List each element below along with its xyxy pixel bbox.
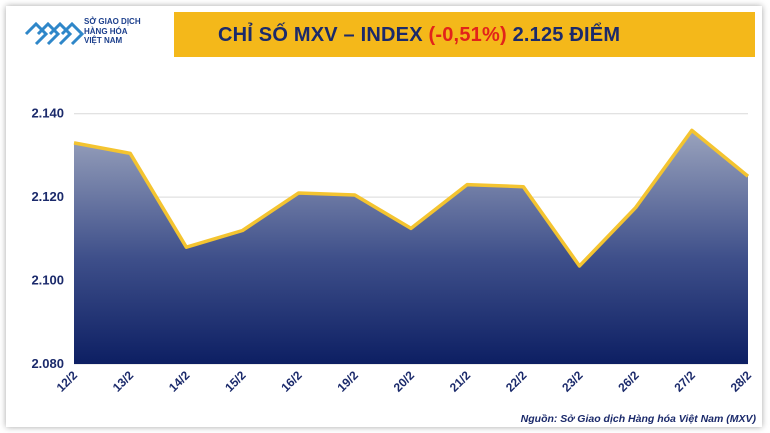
- title-suffix: 2.125 ĐIỂM: [506, 24, 621, 46]
- x-tick-label: 28/2: [728, 368, 755, 395]
- logo-line-1: SỞ GIAO DỊCH: [84, 17, 141, 26]
- logo-line-3: VIỆT NAM: [84, 36, 123, 45]
- title-prefix: CHỈ SỐ MXV – INDEX: [218, 24, 429, 46]
- title-bar: [155, 12, 755, 57]
- x-tick-label: 21/2: [447, 368, 474, 395]
- x-tick-label: 26/2: [615, 368, 642, 395]
- x-tick-label: 16/2: [278, 368, 305, 395]
- logo-line-2: HÀNG HÓA: [84, 26, 128, 36]
- x-tick-label: 19/2: [335, 368, 362, 395]
- x-tick-label: 12/2: [54, 368, 81, 395]
- y-tick-label: 2.100: [31, 273, 64, 288]
- x-tick-label: 20/2: [391, 368, 418, 395]
- x-tick-label: 14/2: [166, 368, 193, 395]
- logo: SỞ GIAO DỊCH HÀNG HÓA VIỆT NAM: [14, 10, 174, 58]
- x-tick-label: 23/2: [559, 368, 586, 395]
- x-tick-label: 15/2: [222, 368, 249, 395]
- y-tick-label: 2.080: [31, 356, 64, 371]
- logo-text: SỞ GIAO DỊCH HÀNG HÓA VIỆT NAM: [84, 17, 174, 46]
- y-tick-label: 2.120: [31, 189, 64, 204]
- source-note: Nguồn: Sở Giao dịch Hàng hóa Việt Nam (M…: [520, 413, 756, 425]
- x-tick-label: 27/2: [672, 368, 699, 395]
- area-fill: [74, 130, 748, 364]
- title-change: (-0,51%): [428, 24, 507, 46]
- x-tick-label: 13/2: [110, 368, 137, 395]
- y-axis: 2.080 2.100 2.120 2.140: [31, 106, 64, 371]
- chart-title: CHỈ SỐ MXV – INDEX (-0,51%) 2.125 ĐIỂM: [218, 24, 620, 47]
- logo-mark-icon: [24, 21, 85, 46]
- y-tick-label: 2.140: [31, 106, 64, 121]
- x-tick-label: 22/2: [503, 368, 530, 395]
- series-line: [73, 128, 750, 268]
- x-axis: 12/2 13/2 14/2 15/2 16/2 19/2 20/2 21/2 22/2 23/2…: [54, 368, 755, 395]
